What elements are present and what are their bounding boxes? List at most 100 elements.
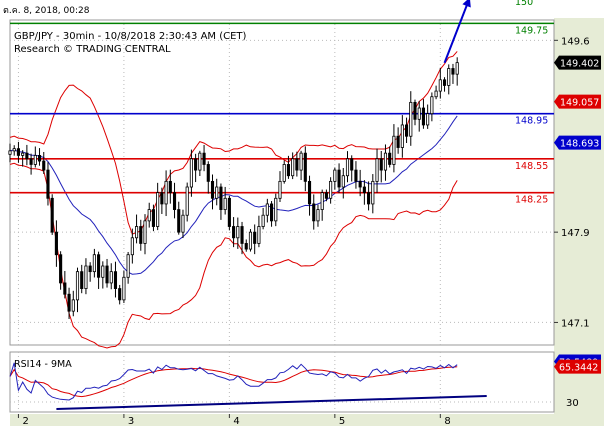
candle-body — [354, 169, 358, 182]
bollinger-upper-band — [9, 51, 458, 235]
candle-body — [244, 243, 248, 250]
candle-body — [151, 209, 155, 227]
rsi-trendline — [56, 395, 487, 410]
candle-body — [240, 226, 244, 244]
candle-body — [362, 186, 366, 194]
candle-body — [434, 90, 438, 98]
candle-body — [67, 293, 71, 312]
candle-body — [189, 158, 193, 188]
candle-body — [405, 124, 409, 137]
candle-body — [139, 226, 143, 244]
candle-body — [109, 271, 113, 284]
candle-body — [210, 180, 215, 199]
candle-body — [396, 135, 400, 148]
candle-body — [303, 152, 307, 182]
candle-body — [113, 271, 118, 289]
candle-body — [451, 68, 455, 75]
forecast-arrow-shaft — [443, 0, 470, 64]
candle-body — [316, 209, 320, 222]
rsi-line — [9, 362, 458, 401]
candle-body — [215, 186, 219, 199]
candle-body — [345, 158, 350, 177]
candle-body — [426, 113, 430, 126]
candle-body — [37, 155, 42, 162]
candle-body — [430, 96, 434, 115]
candle-body — [438, 79, 442, 92]
candle-body — [291, 158, 295, 177]
candle-body — [223, 197, 227, 210]
candle-body — [80, 271, 84, 289]
candle-body — [320, 192, 324, 210]
candle-body — [274, 197, 278, 222]
candle-body — [400, 124, 404, 148]
candle-body — [130, 237, 134, 256]
candle-body — [299, 152, 303, 171]
candle-body — [413, 101, 417, 120]
candle-body — [286, 164, 290, 177]
candle-body — [122, 276, 126, 301]
candle-body — [417, 107, 421, 120]
rsi-badge — [554, 359, 601, 374]
candle-body — [371, 180, 375, 205]
candle-body — [202, 152, 206, 165]
candle-body — [194, 158, 198, 171]
candle-body — [135, 226, 139, 239]
candle-body — [12, 148, 16, 152]
time-tick-label: 3 — [128, 416, 134, 427]
candle-body — [307, 180, 312, 205]
candle-body — [236, 226, 240, 239]
candle-body — [92, 254, 96, 273]
candle-body — [84, 265, 88, 289]
date-label: ต.ค. 8, 2018, 00:28 — [3, 6, 90, 16]
candle-body — [33, 155, 37, 165]
rsi-ma-line — [9, 366, 458, 398]
candle-body — [295, 158, 299, 171]
candle-body — [126, 254, 130, 278]
candle-body — [442, 79, 447, 86]
candle-body — [63, 282, 67, 295]
candle-body — [337, 169, 341, 188]
candle-body — [379, 158, 383, 171]
candle-body — [329, 180, 333, 199]
candle-body — [409, 101, 413, 137]
candle-body — [160, 192, 164, 205]
candle-body — [185, 186, 189, 216]
candle-body — [358, 180, 362, 188]
candle-body — [350, 158, 354, 171]
candle-body — [168, 180, 172, 194]
candle-body — [156, 192, 160, 227]
candle-body — [181, 214, 185, 233]
candle-body — [270, 203, 274, 222]
candle-body — [367, 192, 371, 205]
level-label-pivot: 148.95 — [515, 116, 548, 127]
candle-body — [219, 186, 223, 210]
price-panel-frame — [9, 19, 555, 346]
price-badge-label: 149.057 — [560, 98, 599, 109]
price-badge-label: 148.693 — [560, 139, 599, 150]
candle-body — [375, 158, 379, 182]
candle-body — [59, 254, 63, 284]
level-label-resistance: 149.75 — [515, 25, 548, 36]
candle-body — [333, 169, 337, 182]
price-badge — [554, 55, 601, 70]
candle-body — [97, 254, 101, 278]
price-tick-label: 147.1 — [561, 318, 590, 329]
candle-body — [88, 265, 92, 273]
candle-body — [147, 209, 151, 222]
candle-body — [75, 271, 80, 301]
rsi-label: RSI14 - 9MA — [14, 359, 72, 370]
price-badge — [554, 94, 601, 109]
candle-body — [101, 265, 105, 278]
time-axis-panel — [10, 414, 554, 426]
candle-body — [29, 158, 33, 165]
moving-average-line — [9, 115, 458, 275]
forecast-arrow-head — [462, 0, 471, 8]
candle-body — [388, 152, 392, 165]
price-tick-label: 149.6 — [561, 36, 590, 47]
candle-body — [253, 231, 257, 244]
candle-body — [42, 160, 46, 171]
candle-body — [447, 68, 451, 86]
time-tick-label: 4 — [233, 416, 239, 427]
